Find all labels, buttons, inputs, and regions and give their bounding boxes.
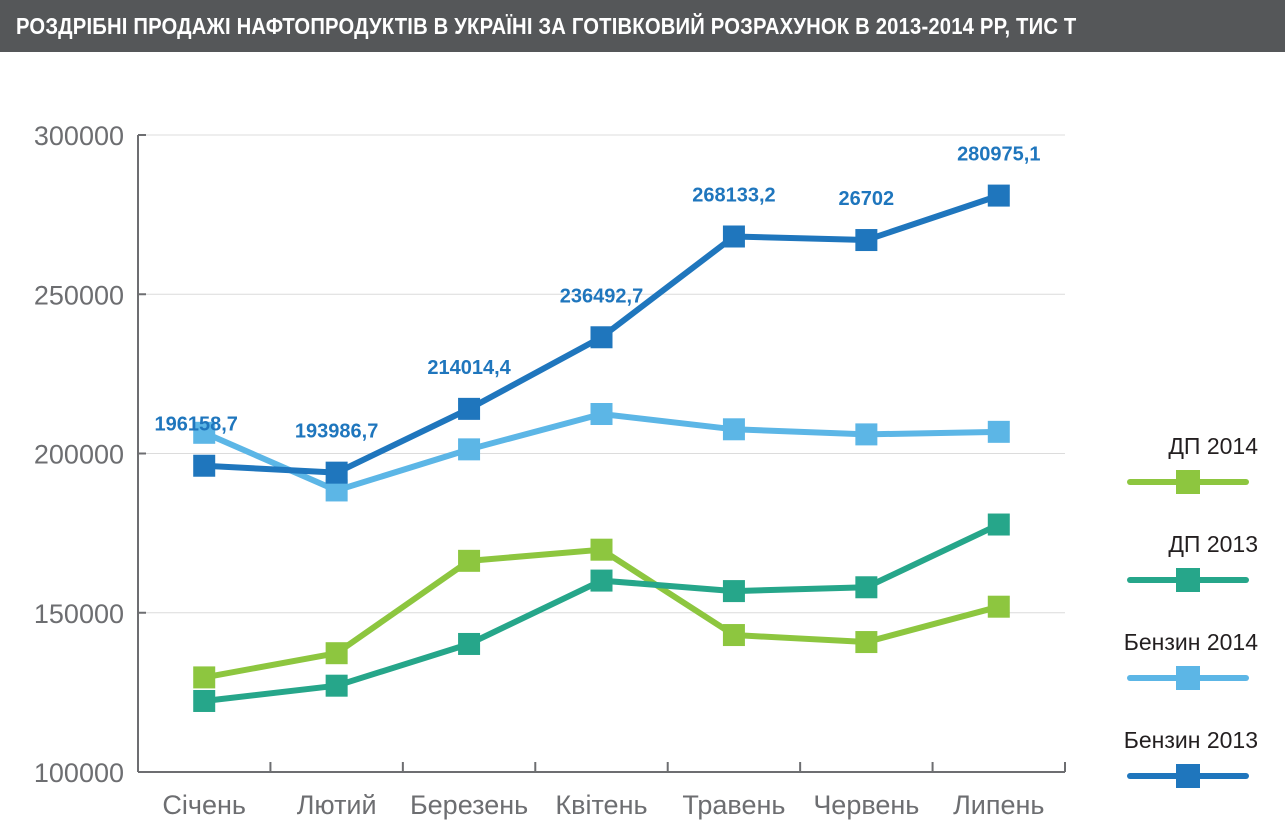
x-tick-label: Липень [953, 790, 1044, 820]
y-axis-ticks: 100000 150000 200000 250000 300000 [34, 121, 124, 788]
data-point [987, 595, 1010, 618]
axes [137, 134, 1066, 773]
legend-label: ДП 2014 [1168, 433, 1258, 459]
legend-marker [1176, 568, 1200, 592]
legend-marker [1176, 470, 1200, 494]
series-3 [193, 184, 1010, 484]
data-point [193, 421, 216, 444]
data-point [590, 403, 613, 426]
y-tick-label: 250000 [34, 280, 124, 310]
data-point [458, 549, 481, 572]
legend-item: ДП 2013 [1127, 531, 1258, 592]
data-point [855, 229, 878, 252]
data-point [590, 326, 613, 349]
chart-title: РОЗДРІБНІ ПРОДАЖІ НАФТОПРОДУКТІВ В УКРАЇ… [16, 12, 1077, 39]
series-2 [193, 403, 1010, 502]
legend-item: Бензин 2013 [1124, 727, 1258, 788]
legend-item: ДП 2014 [1127, 433, 1258, 494]
data-point [458, 397, 481, 420]
data-point [193, 689, 216, 712]
legend-label: Бензин 2013 [1124, 727, 1258, 753]
title-bar: РОЗДРІБНІ ПРОДАЖІ НАФТОПРОДУКТІВ В УКРАЇ… [0, 0, 1285, 52]
series-line [201, 546, 1002, 681]
legend-label: Бензин 2014 [1124, 629, 1258, 655]
data-point [325, 642, 348, 665]
series-0 [193, 538, 1010, 689]
data-point [722, 624, 745, 647]
y-tick-label: 300000 [34, 121, 124, 151]
y-tick-label: 150000 [34, 599, 124, 629]
x-axis-ticks: Січень Лютий Березень Квітень Травень Червень… [162, 790, 1044, 820]
x-tick-label: Січень [162, 790, 246, 820]
legend-item: Бензин 2014 [1124, 629, 1258, 690]
x-tick-label: Лютий [297, 790, 377, 820]
series-1 [193, 513, 1010, 712]
legend-label: ДП 2013 [1168, 531, 1258, 557]
data-point [987, 420, 1010, 443]
data-point [722, 418, 745, 441]
data-point [458, 438, 481, 461]
x-tick-label: Березень [410, 790, 528, 820]
legend-marker [1176, 764, 1200, 788]
data-point [855, 631, 878, 654]
y-tick-label: 200000 [34, 440, 124, 470]
data-label: 196158,7 [155, 414, 238, 436]
legend-marker [1176, 666, 1200, 690]
data-point [325, 461, 348, 484]
data-label: 193986,7 [295, 421, 378, 443]
x-tick-label: Травень [682, 790, 785, 820]
data-point [722, 225, 745, 248]
data-point [590, 538, 613, 561]
data-point [855, 423, 878, 446]
data-label: 214014,4 [427, 357, 511, 379]
x-tick-label: Червень [813, 790, 919, 820]
data-label: 26702 [839, 188, 895, 210]
data-point [987, 513, 1010, 536]
y-tick-label: 100000 [34, 758, 124, 788]
data-point [855, 576, 878, 599]
data-point [722, 580, 745, 603]
data-point [458, 632, 481, 655]
data-point [590, 569, 613, 592]
data-point [193, 666, 216, 689]
data-label: 280975,1 [957, 144, 1040, 166]
data-point [987, 184, 1010, 207]
data-labels: 196158,7 193986,7 214014,4 236492,7 268133,2… [155, 144, 1041, 443]
data-label: 268133,2 [692, 184, 775, 206]
legend: ДП 2014 ДП 2013 Бензин 2014 Бензин 2013 [1124, 433, 1258, 788]
grid [138, 134, 1065, 614]
data-point [325, 674, 348, 697]
data-label: 236492,7 [560, 285, 643, 307]
data-point [193, 454, 216, 477]
data-point [325, 479, 348, 502]
x-tick-label: Квітень [555, 790, 647, 820]
series-group [193, 184, 1010, 712]
